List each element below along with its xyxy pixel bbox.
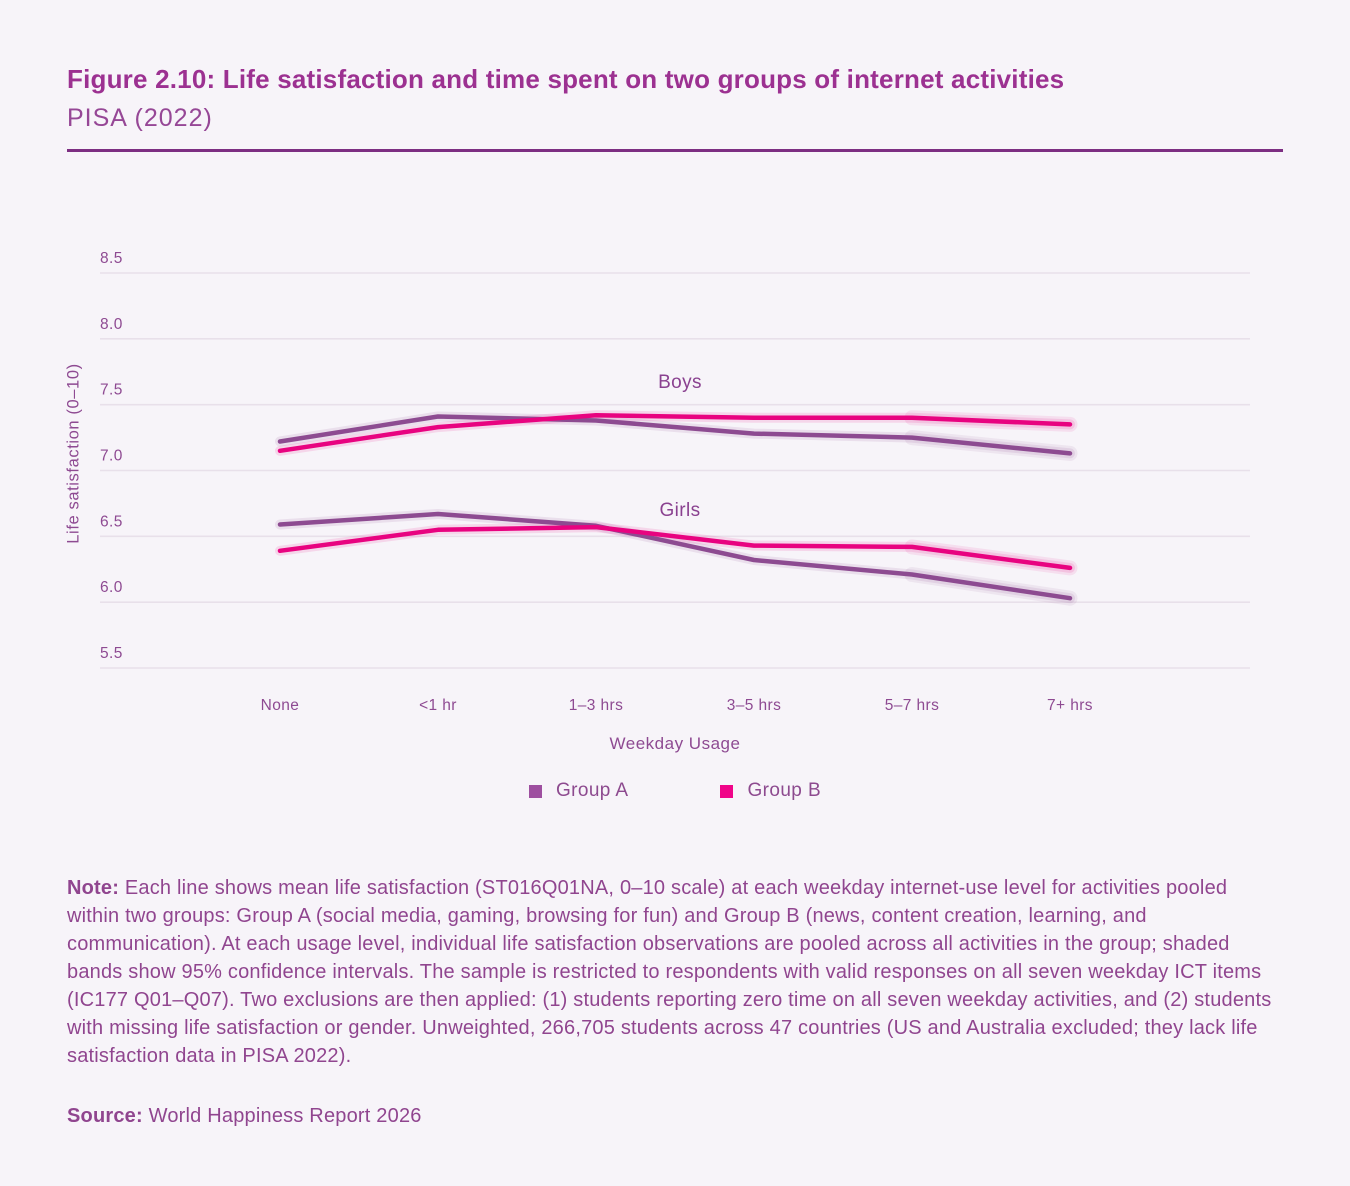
x-tick-label: 3–5 hrs xyxy=(727,697,782,714)
note-label: Note: xyxy=(67,877,120,899)
y-tick-label: 8.5 xyxy=(100,250,123,267)
y-tick-label: 5.5 xyxy=(100,645,123,662)
figure-title: Figure 2.10: Life satisfaction and time … xyxy=(67,64,1065,94)
source-text: Source: World Happiness Report 2026 xyxy=(67,1105,422,1127)
source-label: Source: xyxy=(67,1105,143,1127)
legend-item-group-b: Group B xyxy=(720,780,821,802)
legend-swatch-group-b xyxy=(720,784,734,798)
x-tick-label: None xyxy=(261,697,300,714)
figure-header: Figure 2.10: Life satisfaction and time … xyxy=(67,64,1283,152)
y-tick-label: 7.0 xyxy=(100,448,123,465)
series-line-2 xyxy=(277,511,1073,601)
y-tick-label: 6.5 xyxy=(100,513,123,530)
x-tick-label: 5–7 hrs xyxy=(885,697,940,714)
chart-legend: Group A Group B xyxy=(100,780,1250,802)
y-axis-title: Life satisfaction (0–10) xyxy=(64,363,83,544)
legend-label-group-a: Group A xyxy=(555,780,629,801)
y-tick-label: 6.0 xyxy=(100,579,123,596)
y-tick-label: 8.0 xyxy=(100,316,123,333)
annotation-girls: Girls xyxy=(659,500,701,521)
legend-label-group-b: Group B xyxy=(747,780,822,801)
legend-item-group-a: Group A xyxy=(528,780,629,802)
series-line-3 xyxy=(277,524,1073,571)
figure-subtitle: PISA (2022) xyxy=(67,104,213,132)
x-tick-label: <1 hr xyxy=(419,697,457,714)
annotation-boys: Boys xyxy=(658,372,702,393)
y-tick-label: 7.5 xyxy=(100,382,123,399)
note-text: Note: Each line shows mean life satisfac… xyxy=(67,877,1272,1067)
series-line-1 xyxy=(277,412,1073,454)
line-chart: Life satisfaction (0–10) 8.5 8.0 7.5 7.0 6.5… xyxy=(64,152,1283,814)
series-line-0 xyxy=(277,414,1073,456)
x-tick-label: 1–3 hrs xyxy=(569,697,624,714)
x-axis-title: Weekday Usage xyxy=(609,734,741,753)
title-divider xyxy=(67,149,1283,152)
chart-canvas: 8.5 8.0 7.5 7.0 6.5 6.0 5.5 None <1 hr 1–3 hrs 3–5… xyxy=(100,250,1250,714)
x-tick-label: 7+ hrs xyxy=(1047,697,1093,714)
legend-swatch-group-a xyxy=(528,784,542,798)
